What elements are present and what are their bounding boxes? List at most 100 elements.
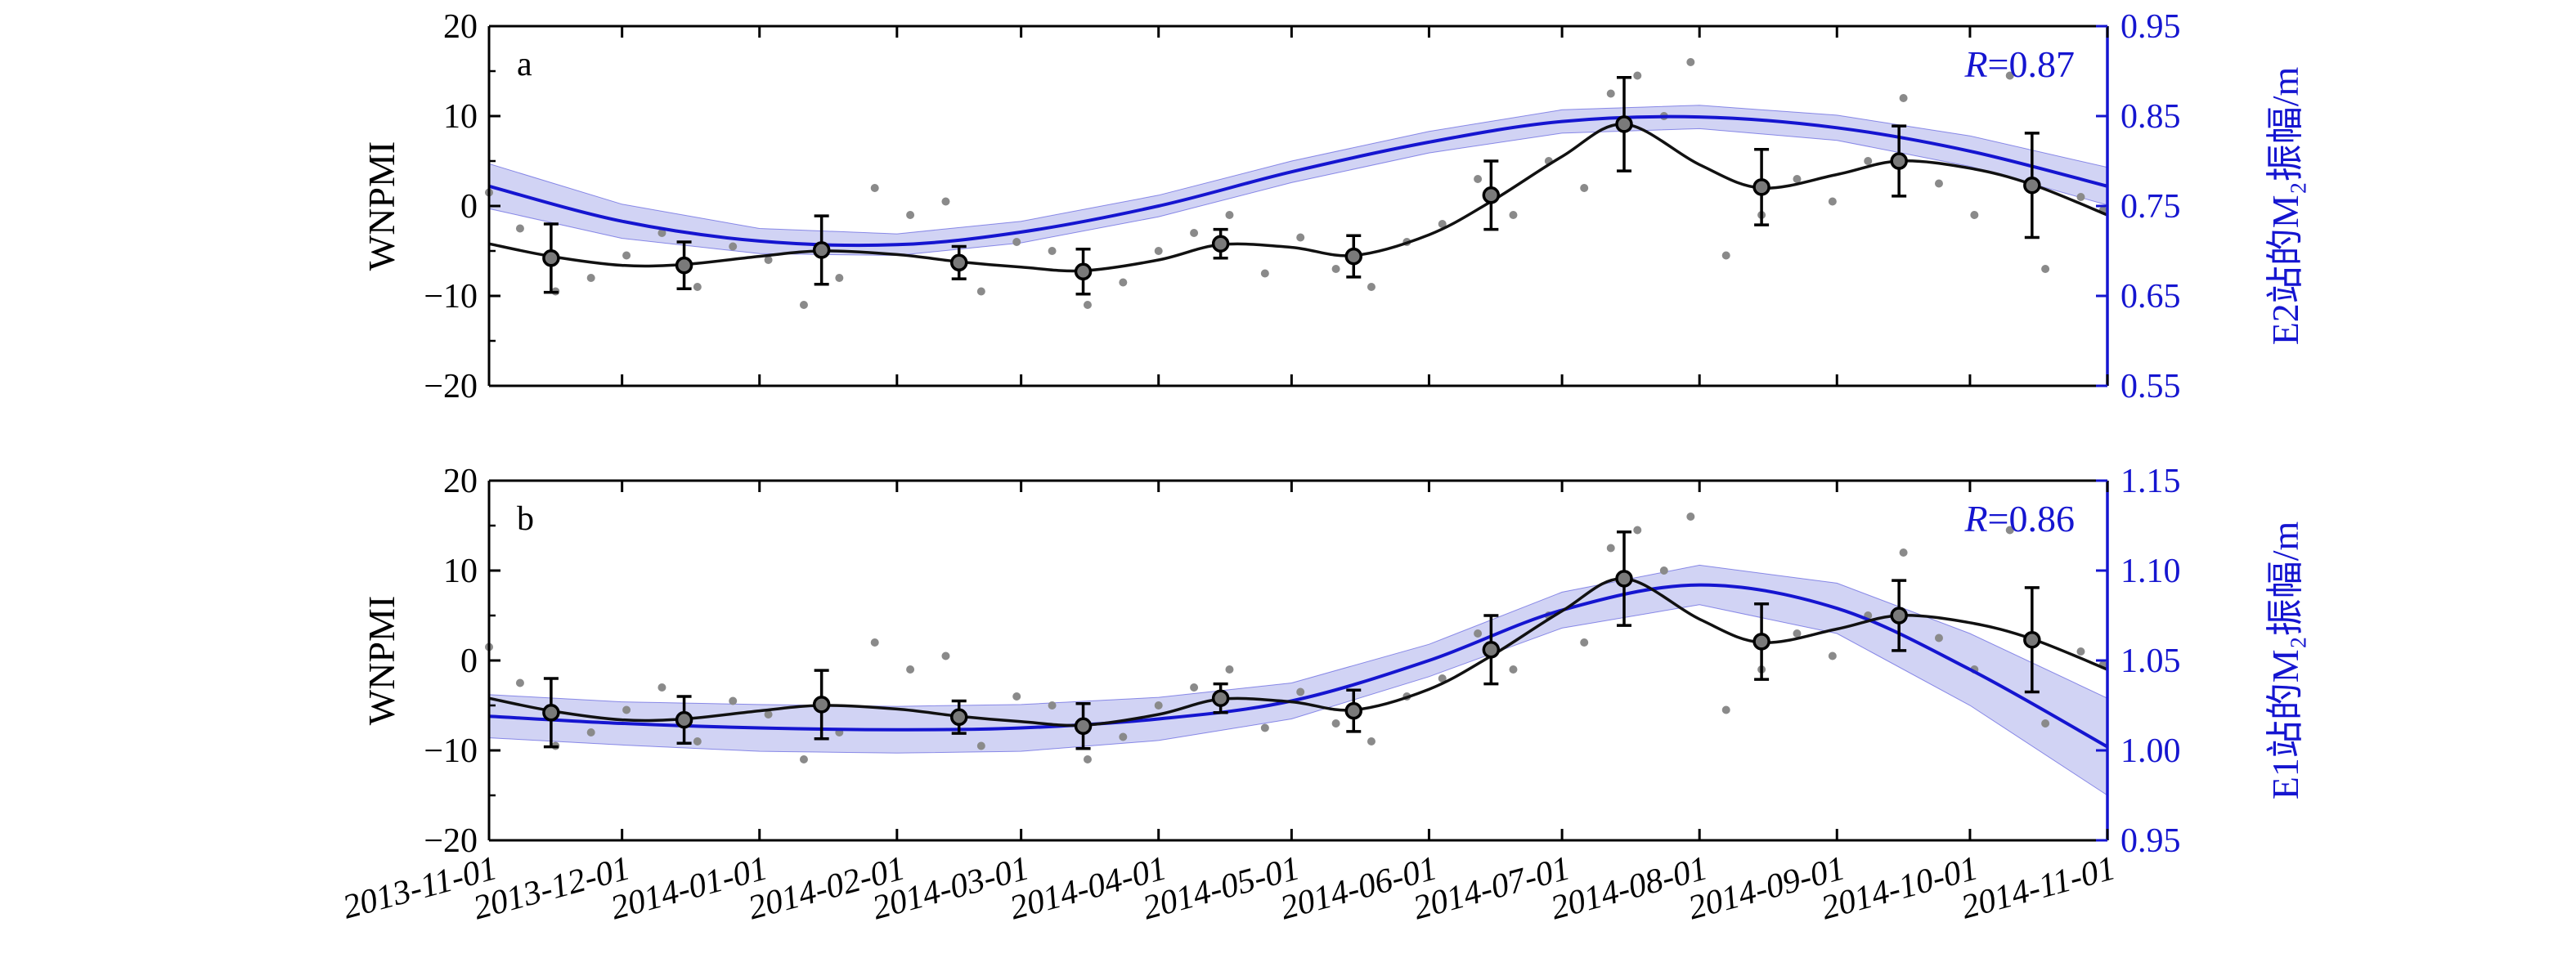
panel-a-wnpmi-daily-point: [2005, 71, 2014, 80]
panel-a-right-y-tick-label: 0.65: [2120, 278, 2181, 316]
panel-b-wnpmi-daily-point: [1633, 526, 1642, 535]
panel-a-y-axis-title: WNPMI: [361, 141, 402, 271]
panel-a-wnpmi-daily-point: [1438, 220, 1447, 228]
panel-b-wnpmi-daily-point: [1331, 719, 1340, 728]
panel-b-wnpmi-daily-point: [2041, 719, 2050, 728]
panel-b-wnpmi-daily-point: [1225, 665, 1234, 674]
panel-b-y-tick-label: 10: [443, 553, 478, 590]
panel-a-wnpmi-daily-point: [1260, 269, 1269, 278]
panel-a-wnpmi-daily-point: [1934, 179, 1943, 188]
panel-a-wnpmi-daily-point: [1296, 233, 1305, 242]
panel-a-wnpmi-daily-point: [729, 242, 738, 251]
panel-b-wnpmi-daily-point: [657, 683, 666, 692]
panel-a-y-tick-label: 20: [443, 8, 478, 46]
panel-a-amplitude-confidence-band: [488, 105, 2108, 257]
panel-a-wnpmi-daily-point: [976, 287, 985, 296]
panel-a-monthly-mean-marker: [1344, 247, 1363, 266]
panel-a-y-tick-label: −10: [424, 278, 478, 316]
panel-a-wnpmi-daily-point: [1083, 301, 1092, 309]
panel-b-y-tick-label: 20: [443, 463, 478, 500]
panel-a-correlation-value: =0.87: [1988, 43, 2075, 85]
panel-a-wnpmi-daily-point: [764, 256, 773, 264]
panel-a-wnpmi-smooth-line: [488, 123, 2108, 273]
panel-a-correlation-label: R=0.87: [1963, 43, 2075, 85]
panel-b-right-y-axis-title: E1站的M₂振幅/m: [2264, 521, 2306, 799]
panel-a-y-tick-label: 0: [460, 188, 478, 226]
panel-b-correlation-label: R=0.86: [1963, 498, 2075, 539]
panel-a-wnpmi-daily-point: [906, 211, 915, 219]
x-tick-label: 2014-01-01: [607, 849, 771, 927]
panel-a-y-tick-label: −20: [424, 368, 478, 405]
panel-b-wnpmi-daily-point: [906, 665, 915, 674]
panel-b-monthly-mean-marker: [949, 708, 968, 727]
panel-a-correlation-symbol: R: [1963, 43, 1987, 85]
panel-b-wnpmi-daily-point: [941, 651, 950, 660]
panel-b-monthly-mean-marker: [1211, 689, 1230, 707]
panel-a-monthly-mean-marker: [675, 256, 693, 275]
panel-a-m2-amplitude-fit-line: [488, 114, 2108, 248]
panel-b-wnpmi-daily-point: [1686, 513, 1695, 521]
panel-a-wnpmi-daily-point: [835, 274, 844, 282]
panel-b-correlation-value: =0.86: [1988, 498, 2075, 539]
panel-a-wnpmi-daily-point: [657, 229, 666, 237]
panel-a-monthly-mean-marker: [812, 241, 831, 259]
x-tick-label: 2014-08-01: [1547, 849, 1712, 927]
panel-b-m2-amplitude-fit-line: [488, 583, 2108, 749]
panel-b-wnpmi-daily-point: [1509, 665, 1518, 674]
panel-b-wnpmi-daily-point: [1580, 638, 1589, 647]
panel-b-wnpmi-daily-point: [1083, 755, 1092, 763]
panel-a-wnpmi-daily-point: [1048, 247, 1057, 255]
panel-b-monthly-mean-marker: [542, 704, 560, 722]
panel-b-y-tick-label: 0: [460, 642, 478, 680]
panel-b-chart: 20 10 0 −10 −20 1.15 1.10 1.05 1.00 0.95 WNPMI E1站的…: [361, 463, 2306, 860]
panel-b-wnpmi-smooth-line: [488, 577, 2108, 728]
panel-b-right-y-tick-label: 1.15: [2120, 463, 2181, 500]
panel-b-wnpmi-daily-point: [622, 705, 631, 714]
panel-b-wnpmi-daily-point: [1899, 548, 1908, 557]
panel-a-right-y-axis-title: E2站的M₂振幅/m: [2264, 66, 2306, 345]
panel-a-wnpmi-daily-point: [1331, 265, 1340, 273]
panel-b-monthly-mean-marker: [1344, 701, 1363, 720]
panel-a-wnpmi-daily-point: [1899, 94, 1908, 102]
panel-b-monthly-mean-marker: [675, 710, 693, 729]
panel-b-monthly-mean-marker: [812, 696, 831, 714]
panel-a-wnpmi-daily-point: [799, 301, 808, 309]
panel-a-wnpmi-daily-point: [622, 251, 631, 260]
panel-b-wnpmi-daily-point: [1048, 701, 1057, 710]
panel-b-wnpmi-daily-point: [764, 710, 773, 719]
panel-b-wnpmi-daily-point: [515, 678, 524, 687]
panel-a-wnpmi-daily-point: [2076, 193, 2085, 201]
panel-b-wnpmi-daily-point: [1659, 566, 1668, 575]
panel-b-y-axis-title: WNPMI: [361, 596, 402, 725]
panel-b-wnpmi-daily-point: [2076, 647, 2085, 656]
panel-a-monthly-mean-marker: [542, 249, 560, 267]
panel-a-monthly-mean-marker: [1482, 186, 1501, 204]
panel-b-y-tick-label: −20: [424, 822, 478, 860]
panel-b-wnpmi-daily-point: [799, 755, 808, 763]
panel-b-wnpmi-daily-point: [1934, 634, 1943, 642]
panel-a-right-y-tick-label: 0.95: [2120, 8, 2181, 46]
panel-a-wnpmi-daily-point: [1828, 197, 1837, 206]
panel-b-wnpmi-daily-point: [1606, 544, 1615, 553]
panel-b-correlation-symbol: R: [1963, 498, 1987, 539]
panel-a-wnpmi-daily-point: [1509, 211, 1518, 219]
panel-a-wnpmi-daily-point: [1793, 175, 1802, 183]
date-axis-labels: 2013-11-012013-12-012014-01-012014-02-01…: [339, 849, 2119, 927]
panel-b-amplitude-confidence-band: [488, 564, 2108, 796]
panel-b-monthly-mean-marker: [1615, 570, 1633, 588]
panel-a-right-y-tick-label: 0.75: [2120, 188, 2181, 226]
panel-a-wnpmi-daily-point: [1686, 58, 1695, 66]
panel-a-monthly-mean-marker: [1211, 235, 1230, 253]
panel-a-monthly-mean-marker: [949, 253, 968, 272]
panel-b-wnpmi-daily-point: [2005, 526, 2014, 535]
panel-b-panel-tag: b: [517, 500, 534, 538]
panel-a-right-y-tick-label: 0.85: [2120, 98, 2181, 136]
panel-a-monthly-mean-marker: [2023, 176, 2041, 195]
panel-b-wnpmi-daily-point: [1296, 687, 1305, 696]
panel-a-chart: 20 10 0 −10 −20 0.95 0.85 0.75 0.65 0.55 WNPMI E2站的…: [361, 8, 2306, 405]
panel-b-wnpmi-daily-point: [693, 737, 702, 745]
panel-b-wnpmi-daily-point: [1474, 629, 1483, 638]
panel-a-right-y-tick-label: 0.55: [2120, 368, 2181, 405]
panel-b-monthly-mean-marker: [1074, 717, 1093, 736]
